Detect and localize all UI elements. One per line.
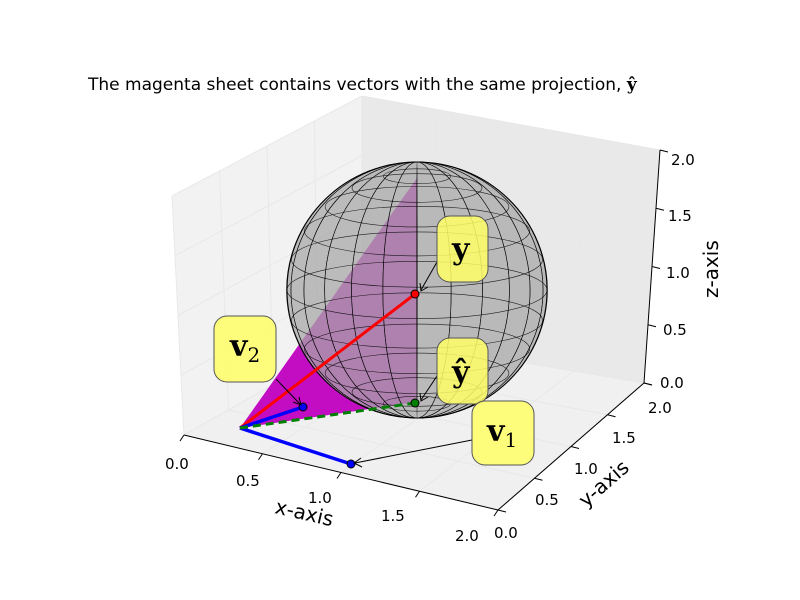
y-tick-mark bbox=[643, 382, 653, 386]
sphere-latitude-line bbox=[304, 323, 530, 374]
callout-y-label: y bbox=[451, 232, 471, 267]
x-tick-label: 2.0 bbox=[455, 527, 479, 545]
z-tick-mark bbox=[647, 324, 657, 328]
y-tick-label: 2.0 bbox=[648, 399, 672, 417]
callout-yhat: ŷ bbox=[436, 337, 489, 405]
left-grid-line bbox=[174, 155, 363, 257]
y-tick-label: 0.0 bbox=[494, 524, 518, 542]
x-tick-mark bbox=[415, 490, 420, 498]
sphere-latitude-line bbox=[324, 352, 510, 394]
x-tick-mark bbox=[336, 472, 342, 479]
callout-v2: v2 bbox=[213, 315, 277, 383]
callout-v2-label: v2 bbox=[229, 329, 260, 367]
y-tick-mark bbox=[607, 414, 616, 418]
left-grid-line bbox=[171, 95, 363, 197]
vector-y bbox=[239, 292, 416, 430]
callout-v1-label: v1 bbox=[486, 414, 517, 452]
x-tick-label: 1.5 bbox=[381, 507, 405, 525]
callout-y: y bbox=[436, 215, 489, 283]
z-tick-label: 0.0 bbox=[660, 374, 684, 392]
y-tick-mark bbox=[497, 509, 507, 513]
chart-title-text: The magenta sheet contains vectors with … bbox=[87, 75, 627, 95]
z-tick-mark bbox=[655, 207, 665, 211]
chart-title-hat: ŷ bbox=[626, 75, 638, 95]
z-tick-label: 1.0 bbox=[666, 264, 690, 282]
sphere-latitude-line bbox=[291, 231, 543, 288]
vector-yhat bbox=[239, 401, 416, 430]
x-tick-label: 1.0 bbox=[308, 489, 332, 507]
z-tick-label: 2.0 bbox=[671, 151, 695, 169]
point-y bbox=[410, 289, 420, 299]
x-tick-mark bbox=[493, 509, 499, 517]
vector-v2 bbox=[239, 405, 304, 430]
z-tick-mark bbox=[659, 149, 669, 153]
x-tick-mark bbox=[258, 453, 263, 461]
z-tick-label: 1.5 bbox=[668, 207, 692, 225]
point-yhat bbox=[410, 398, 420, 408]
y-tick-label: 0.5 bbox=[535, 491, 559, 509]
y-tick-mark bbox=[534, 477, 543, 481]
y-tick-label: 1.5 bbox=[612, 429, 636, 447]
point-v1 bbox=[346, 459, 356, 469]
y-tick-mark bbox=[570, 446, 580, 449]
z-tick-label: 0.5 bbox=[663, 321, 687, 339]
axis-ticks bbox=[179, 149, 669, 517]
chart-title: The magenta sheet contains vectors with … bbox=[87, 75, 638, 95]
callout-v1: v1 bbox=[471, 400, 535, 466]
sphere-latitude-line bbox=[286, 261, 548, 319]
vector-v1 bbox=[239, 426, 352, 466]
x-tick-label: 0.0 bbox=[165, 455, 189, 473]
back-grid-line bbox=[361, 95, 661, 151]
x-tick-label: 0.5 bbox=[236, 472, 260, 490]
sphere-mesh bbox=[286, 161, 548, 419]
y-tick-label: 1.0 bbox=[574, 460, 598, 478]
callout-arrows bbox=[275, 261, 473, 468]
x-tick-mark bbox=[179, 434, 185, 442]
z-axis-label: z-axis bbox=[699, 240, 723, 298]
sphere-longitude-line bbox=[290, 161, 544, 419]
callout-yhat-label: ŷ bbox=[451, 355, 471, 390]
sphere-latitude-line bbox=[304, 206, 530, 257]
back-grid-line bbox=[573, 136, 586, 372]
z-tick-mark bbox=[651, 266, 661, 269]
